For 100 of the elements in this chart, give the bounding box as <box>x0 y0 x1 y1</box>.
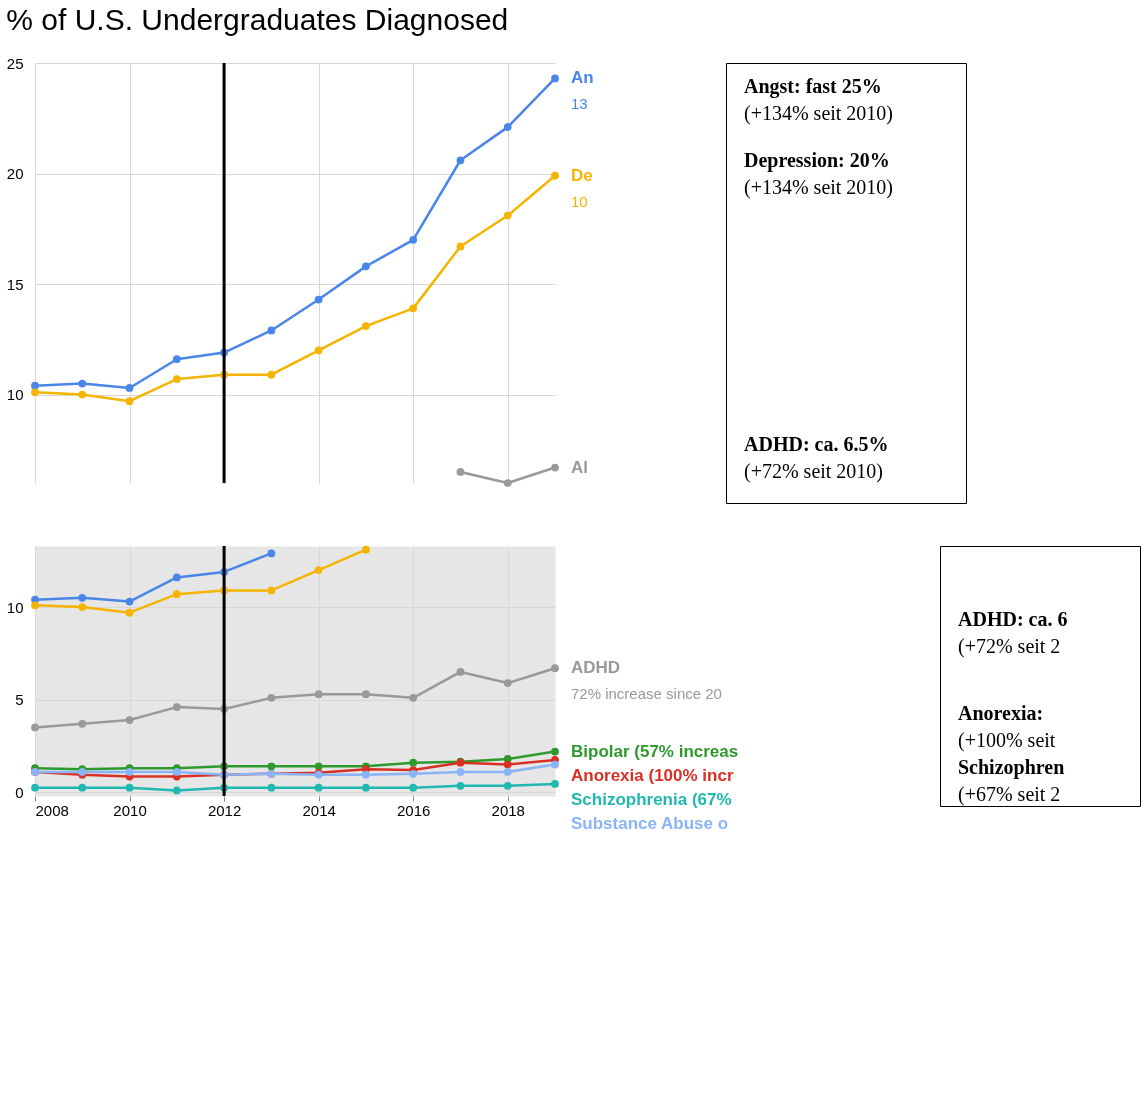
point <box>456 468 465 476</box>
text: (+72% seit 2010) <box>744 460 884 483</box>
point <box>31 388 39 397</box>
text: (+72% seit 2 <box>958 635 1061 658</box>
point <box>551 74 559 83</box>
y-tick-label: 25 <box>6 54 24 72</box>
text: (+100% seit <box>958 729 1056 752</box>
point <box>172 786 181 795</box>
point <box>267 326 276 335</box>
point <box>456 668 465 676</box>
point <box>551 463 559 472</box>
point <box>551 747 559 756</box>
text: ADHD: ca. 6 <box>958 608 1068 630</box>
point <box>503 781 512 790</box>
series-label: Bipolar (57% increas <box>571 741 739 761</box>
text: Angst: fast 25% <box>744 75 882 98</box>
series-label: Anorexia (100% incr <box>571 765 734 785</box>
text: 10 <box>571 192 588 210</box>
point <box>125 716 134 724</box>
series-label: De <box>571 165 593 185</box>
point <box>503 760 512 769</box>
point <box>362 545 370 554</box>
x-tick-label: 2010 <box>113 801 147 819</box>
chart-title: % of U.S. Undergraduates Diagnosed <box>6 3 509 36</box>
text: Anorexia: <box>958 702 1044 724</box>
point <box>125 597 134 606</box>
x-tick-label: 2012 <box>207 801 242 819</box>
point <box>314 346 323 355</box>
point <box>551 760 559 769</box>
point <box>78 379 87 388</box>
text: 72% increase since 20 <box>571 685 722 703</box>
text: (+67% seit 2 <box>958 783 1061 806</box>
point <box>125 608 134 617</box>
x-tick-label: 2014 <box>302 801 336 819</box>
point <box>409 769 418 778</box>
point <box>172 703 181 711</box>
point <box>125 768 134 776</box>
point <box>78 593 87 602</box>
point <box>503 768 512 776</box>
point <box>551 171 559 180</box>
y-tick-label: 10 <box>6 386 24 404</box>
point <box>314 690 323 699</box>
series-label: Al <box>571 457 588 477</box>
point <box>551 780 559 788</box>
point <box>362 322 370 330</box>
y-tick-label: 0 <box>15 783 24 801</box>
point <box>125 384 134 392</box>
point <box>78 719 87 728</box>
series-label: ADHD <box>571 658 621 678</box>
point <box>31 601 39 610</box>
point <box>78 390 87 399</box>
point <box>314 566 323 574</box>
point <box>172 573 181 582</box>
point <box>267 783 276 792</box>
point <box>172 590 181 599</box>
point <box>503 679 512 687</box>
point <box>267 370 276 379</box>
point <box>409 758 418 767</box>
point <box>125 783 134 792</box>
point <box>172 375 181 383</box>
text: (+134% seit 2010) <box>744 102 894 125</box>
x-tick-label: 2018 <box>491 801 525 819</box>
point <box>267 762 276 771</box>
series-label: Schizophrenia (67% <box>571 789 732 809</box>
point <box>362 690 370 699</box>
text: Substance Abuse o <box>571 813 729 833</box>
text: Schizophren <box>958 756 1065 779</box>
point <box>503 211 512 220</box>
point <box>31 381 39 390</box>
point <box>456 768 465 776</box>
point <box>456 242 465 251</box>
point <box>362 770 370 779</box>
x-tick-label: 2016 <box>396 801 431 819</box>
point <box>267 693 276 702</box>
point <box>314 783 323 792</box>
text: 13 <box>571 95 588 113</box>
point <box>503 123 512 131</box>
point <box>409 304 418 313</box>
point <box>172 355 181 364</box>
point <box>409 693 418 702</box>
point <box>551 664 559 673</box>
point <box>78 783 87 792</box>
point <box>456 781 465 790</box>
y-tick-label: 20 <box>6 165 24 183</box>
y-tick-label: 5 <box>15 691 24 709</box>
text: ADHD: ca. 6.5% <box>744 433 889 455</box>
point <box>409 783 418 792</box>
point <box>31 723 39 732</box>
y-tick-label: 15 <box>6 275 24 293</box>
y-tick-label: 10 <box>6 598 24 616</box>
point <box>362 262 370 271</box>
point <box>314 295 323 304</box>
series-label: An <box>571 68 594 88</box>
point <box>78 603 87 611</box>
text: (+134% seit 2010) <box>744 176 894 199</box>
text: Depression: 20% <box>744 149 890 172</box>
point <box>267 549 276 558</box>
point <box>456 156 465 165</box>
point <box>172 768 181 776</box>
x-tick-label: 2008 <box>35 801 69 819</box>
